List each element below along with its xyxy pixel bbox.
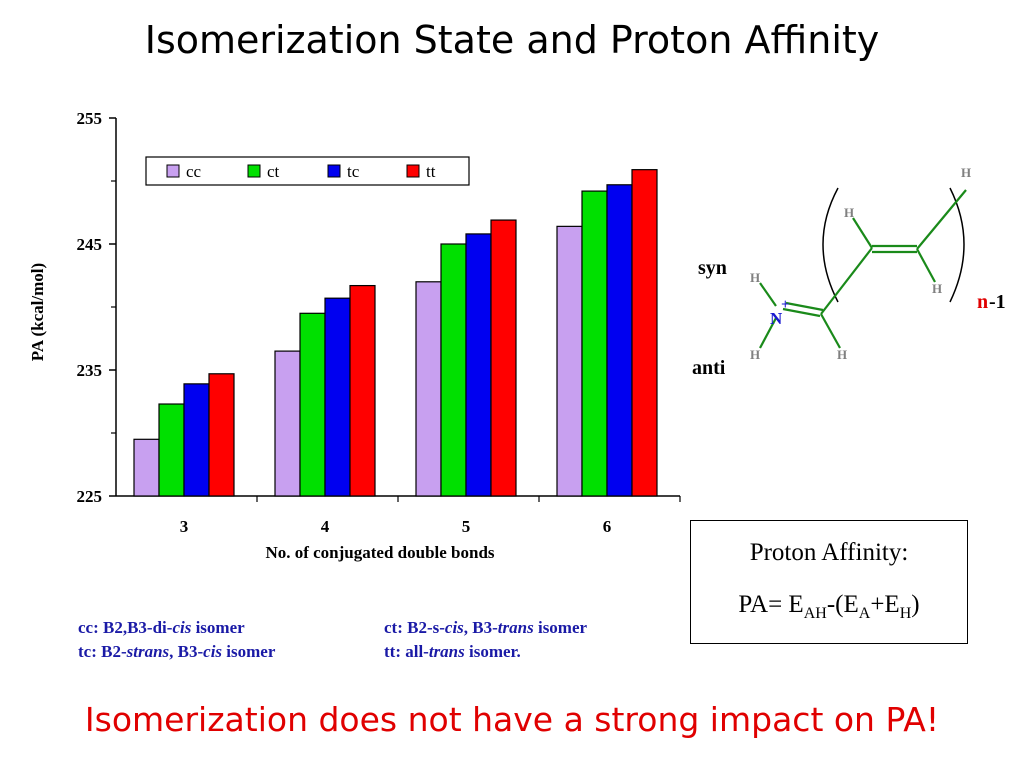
bar-tt-5 xyxy=(490,219,517,497)
x-axis-label: No. of conjugated double bonds xyxy=(265,543,494,562)
anti-label: anti xyxy=(692,357,726,379)
legend-label-ct: ct xyxy=(267,162,280,181)
left-parenthesis xyxy=(822,187,839,303)
n-label: n xyxy=(977,291,988,313)
molecule-diagram: syn anti n -1 N + H H H H H H xyxy=(692,165,1006,379)
plus-charge: + xyxy=(781,297,790,313)
x-tick-label: 3 xyxy=(180,517,189,536)
right-parenthesis xyxy=(949,187,965,303)
hydrogen-atom: H xyxy=(961,165,971,180)
bar-cc-3 xyxy=(133,438,160,497)
syn-label: syn xyxy=(698,257,727,279)
bar-ct-5 xyxy=(440,243,467,497)
bar-cc-4 xyxy=(274,350,301,497)
note-ct: ct: B2-s-cis, B3-trans isomer xyxy=(384,618,588,637)
page-title: Isomerization State and Proton Affinity xyxy=(144,18,880,62)
bar-tc-3 xyxy=(183,383,210,497)
proton-affinity-box: Proton Affinity: PA= EAH-(EA+EH) xyxy=(690,520,968,644)
legend-label-tc: tc xyxy=(347,162,360,181)
y-tick-label: 225 xyxy=(77,487,103,506)
legend-swatch-tt xyxy=(406,164,420,178)
legend-swatch-cc xyxy=(166,164,180,178)
y-ticks: 225 235 245 255 xyxy=(77,109,116,506)
bar-ct-4 xyxy=(299,312,326,497)
bar-cc-6 xyxy=(556,225,583,497)
legend: cc ct tc tt xyxy=(166,162,436,181)
bar-tc-4 xyxy=(324,297,351,497)
conclusion-text: Isomerization does not have a strong imp… xyxy=(84,700,940,739)
hydrogen-atom: H xyxy=(837,347,847,362)
nitrogen-atom: N xyxy=(770,309,783,328)
pa-formula: PA= EAH-(EA+EH) xyxy=(738,591,920,622)
hydrogen-atom: H xyxy=(932,281,942,296)
bar-ct-6 xyxy=(581,190,608,497)
legend-swatch-tc xyxy=(327,164,341,178)
y-tick-label: 235 xyxy=(77,361,103,380)
bar-tt-4 xyxy=(349,284,376,497)
x-ticks: 3 4 5 6 xyxy=(180,496,681,536)
hydrogen-atom: H xyxy=(750,347,760,362)
x-tick-label: 6 xyxy=(603,517,612,536)
bar-tc-5 xyxy=(465,233,492,497)
bar-tc-6 xyxy=(606,184,633,497)
note-tt: tt: all-trans isomer. xyxy=(384,642,521,661)
note-cc: cc: B2,B3-di-cis isomer xyxy=(78,618,245,637)
x-tick-label: 5 xyxy=(462,517,471,536)
bars xyxy=(133,169,658,497)
note-tc: tc: B2-strans, B3-cis isomer xyxy=(78,642,276,661)
y-tick-label: 255 xyxy=(77,109,103,128)
hydrogen-atom: H xyxy=(750,270,760,285)
bar-ct-3 xyxy=(158,403,185,497)
legend-label-cc: cc xyxy=(186,162,202,181)
y-tick-label: 245 xyxy=(77,235,103,254)
hydrogen-atom: H xyxy=(844,205,854,220)
x-tick-label: 4 xyxy=(321,517,330,536)
bar-tt-6 xyxy=(631,169,658,497)
minus-one-label: -1 xyxy=(989,291,1006,313)
molecule-bonds xyxy=(759,189,967,349)
legend-swatch-ct xyxy=(247,164,261,178)
y-axis-label: PA (kcal/mol) xyxy=(28,263,47,361)
bar-tt-3 xyxy=(208,373,235,497)
bar-cc-5 xyxy=(415,281,442,497)
legend-label-tt: tt xyxy=(426,162,436,181)
pa-box-heading: Proton Affinity: xyxy=(749,539,909,566)
